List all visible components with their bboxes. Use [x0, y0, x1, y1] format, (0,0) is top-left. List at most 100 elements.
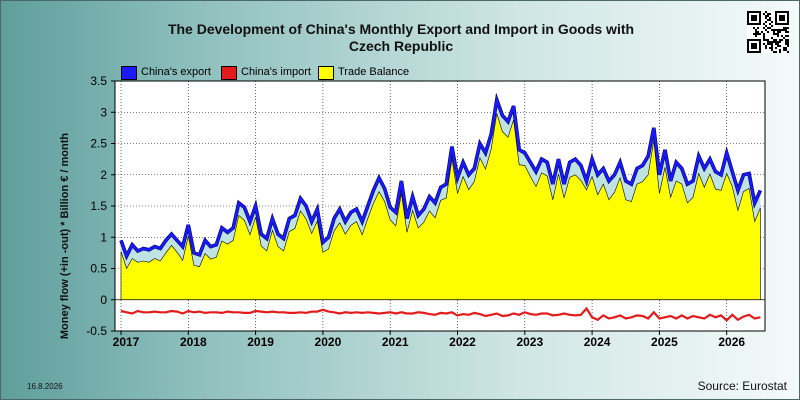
qr-finder-core — [751, 15, 757, 21]
qr-module — [785, 27, 787, 29]
qr-module — [767, 43, 769, 45]
qr-module — [773, 41, 775, 43]
y-tick-label: 0.5 — [90, 262, 107, 276]
x-tick-label: 2024 — [584, 335, 611, 349]
qr-module — [771, 29, 773, 31]
qr-module — [777, 41, 779, 43]
qr-module — [757, 27, 759, 29]
qr-module — [787, 35, 789, 37]
qr-finder-core — [751, 43, 757, 49]
qr-module — [787, 41, 789, 43]
qr-module — [773, 31, 775, 33]
qr-module — [769, 47, 771, 49]
qr-module — [771, 43, 773, 45]
qr-module — [777, 35, 779, 37]
x-tick-label: 2019 — [247, 335, 274, 349]
qr-module — [779, 45, 781, 47]
qr-module — [783, 47, 785, 49]
qr-module — [783, 49, 785, 51]
qr-module — [765, 39, 767, 41]
chart-title-line-2: Czech Republic — [348, 38, 454, 54]
qr-module — [773, 51, 775, 53]
qr-module — [757, 31, 759, 33]
x-tick-label: 2026 — [718, 335, 745, 349]
qr-module — [765, 25, 767, 27]
chart-title: The Development of China's Monthly Expor… — [151, 21, 651, 55]
y-tick-label: 1 — [100, 230, 107, 244]
qr-module — [779, 51, 781, 53]
qr-module — [787, 51, 789, 53]
qr-module — [759, 33, 761, 35]
qr-module — [777, 33, 779, 35]
qr-module — [753, 27, 755, 29]
qr-module — [785, 31, 787, 33]
qr-module — [769, 19, 771, 21]
y-tick-label: 3.5 — [90, 74, 107, 88]
qr-module — [755, 33, 757, 35]
qr-module — [775, 29, 777, 31]
qr-module — [785, 43, 787, 45]
qr-module — [771, 21, 773, 23]
qr-module — [785, 47, 787, 49]
qr-module — [781, 35, 783, 37]
qr-module — [769, 23, 771, 25]
qr-module — [765, 47, 767, 49]
source-label: Source: Eurostat — [697, 379, 787, 393]
qr-module — [763, 23, 765, 25]
x-tick-label: 2018 — [180, 335, 207, 349]
y-tick-label: 2.5 — [90, 137, 107, 151]
qr-module — [779, 31, 781, 33]
qr-module — [761, 31, 763, 33]
qr-module — [767, 19, 769, 21]
qr-module — [765, 17, 767, 19]
y-tick-label: 3 — [100, 105, 107, 119]
qr-module — [767, 41, 769, 43]
qr-module — [777, 31, 779, 33]
qr-code-icon — [747, 11, 789, 53]
qr-module — [771, 37, 773, 39]
qr-module — [777, 45, 779, 47]
qr-module — [773, 39, 775, 41]
qr-module — [765, 15, 767, 17]
qr-module — [765, 29, 767, 31]
qr-module — [783, 27, 785, 29]
y-tick-label: 1.5 — [90, 199, 107, 213]
qr-module — [781, 39, 783, 41]
qr-module — [787, 27, 789, 29]
qr-module — [775, 43, 777, 45]
trade-balance-area — [120, 113, 761, 301]
legend-label: China's import — [241, 66, 311, 78]
qr-module — [767, 13, 769, 15]
qr-module — [763, 43, 765, 45]
x-tick-label: 2022 — [449, 335, 476, 349]
qr-module — [765, 21, 767, 23]
qr-module — [787, 31, 789, 33]
qr-module — [785, 49, 787, 51]
qr-module — [787, 45, 789, 47]
qr-module — [787, 39, 789, 41]
china-import-line — [120, 306, 761, 322]
qr-finder-core — [779, 15, 785, 21]
qr-module — [767, 31, 769, 33]
qr-module — [769, 13, 771, 15]
qr-module — [769, 17, 771, 19]
x-tick-label: 2025 — [651, 335, 678, 349]
qr-module — [769, 27, 771, 29]
qr-module — [781, 29, 783, 31]
qr-module — [765, 45, 767, 47]
qr-module — [779, 39, 781, 41]
chart-title-line-1: The Development of China's Monthly Expor… — [167, 21, 635, 37]
qr-module — [785, 29, 787, 31]
qr-module — [763, 35, 765, 37]
qr-module — [753, 33, 755, 35]
qr-module — [771, 41, 773, 43]
qr-module — [755, 35, 757, 37]
qr-module — [779, 29, 781, 31]
qr-module — [763, 39, 765, 41]
y-tick-label: 2 — [100, 168, 107, 182]
qr-module — [765, 11, 767, 13]
legend-swatch — [318, 66, 334, 80]
qr-module — [785, 41, 787, 43]
